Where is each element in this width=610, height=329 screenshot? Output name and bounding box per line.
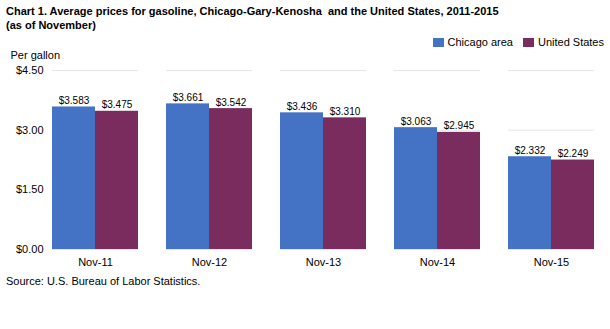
svg-text:$3.661: $3.661 — [173, 92, 204, 103]
svg-text:$3.475: $3.475 — [102, 99, 133, 110]
svg-text:Per gallon: Per gallon — [11, 49, 61, 61]
svg-text:$3.063: $3.063 — [401, 116, 432, 127]
svg-text:$3.436: $3.436 — [287, 101, 318, 112]
svg-text:Nov-14: Nov-14 — [420, 256, 455, 268]
svg-text:Nov-12: Nov-12 — [192, 256, 227, 268]
svg-text:$2.249: $2.249 — [558, 148, 589, 159]
html-text:Source: U.S. Bureau of Labor S: Source: U.S. Bureau of Labor Statistics. — [6, 275, 201, 287]
svg-text:$2.332: $2.332 — [515, 145, 546, 156]
svg-text:Nov-11: Nov-11 — [78, 256, 113, 268]
svg-text:$3.00: $3.00 — [16, 124, 44, 136]
svg-text:Nov-13: Nov-13 — [306, 256, 341, 268]
svg-text:$3.583: $3.583 — [59, 95, 90, 106]
html-text:Chicago area: Chicago area — [447, 36, 513, 48]
svg-text:$4.50: $4.50 — [16, 64, 44, 76]
html-text:(as of November): (as of November) — [6, 19, 96, 31]
svg-text:$3.310: $3.310 — [330, 106, 361, 117]
svg-text:Nov-15: Nov-15 — [534, 256, 569, 268]
svg-text:$0.00: $0.00 — [16, 243, 44, 255]
svg-text:$2.945: $2.945 — [444, 120, 475, 131]
html-text:United States: United States — [538, 36, 604, 48]
svg-text:$1.50: $1.50 — [16, 183, 44, 195]
html-text:Chart 1. Average prices for ga: Chart 1. Average prices for gasoline, Ch… — [6, 5, 499, 17]
svg-text:$3.542: $3.542 — [216, 97, 247, 108]
